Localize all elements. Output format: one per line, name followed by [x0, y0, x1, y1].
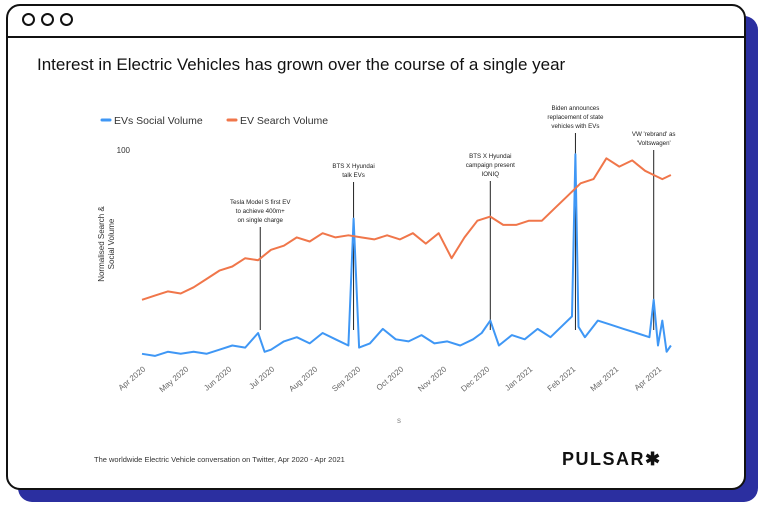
- series-line: [141, 157, 672, 301]
- x-tick-label: Feb 2021: [546, 364, 578, 393]
- x-tick-label: Jul 2020: [247, 364, 276, 391]
- window-control-icon[interactable]: [22, 13, 35, 26]
- x-tick-label: Nov 2020: [416, 364, 448, 393]
- annotation-label: to achieve 400m+: [236, 208, 285, 215]
- page-title: Interest in Electric Vehicles has grown …: [37, 55, 566, 74]
- window-control-icon[interactable]: [60, 13, 73, 26]
- title-bar: [8, 6, 744, 38]
- annotation-label: 'Voltswagen': [637, 140, 671, 147]
- annotation-label: Tesla Model S first EV: [230, 199, 291, 206]
- x-tick-label: Apr 2021: [633, 364, 664, 392]
- x-tick-label: Jan 2021: [503, 364, 534, 392]
- x-tick-label: Dec 2020: [459, 364, 491, 393]
- chart-footnote: The worldwide Electric Vehicle conversat…: [94, 455, 345, 464]
- x-tick-label: Jun 2020: [202, 364, 233, 392]
- window-control-icon[interactable]: [41, 13, 54, 26]
- legend-label: EV Search Volume: [240, 115, 328, 127]
- annotation-label: IONIQ: [482, 171, 500, 178]
- annotation-label: replacement of state: [547, 114, 604, 121]
- legend-label: EVs Social Volume: [114, 115, 203, 127]
- x-axis-title: s: [397, 416, 401, 425]
- y-axis-title: Normalised Search &Social Volume: [97, 206, 116, 282]
- annotation-label: on single charge: [238, 217, 284, 224]
- x-tick-label: Aug 2020: [287, 364, 319, 393]
- series-line: [141, 153, 672, 357]
- annotation-label: VW 'rebrand' as: [632, 131, 676, 138]
- y-tick-label: 100: [117, 146, 131, 155]
- browser-window: [6, 4, 746, 490]
- x-tick-label: May 2020: [158, 364, 191, 394]
- x-tick-label: Apr 2020: [117, 364, 148, 392]
- annotation-label: talk EVs: [342, 172, 365, 179]
- annotation-label: BTS X Hyundai: [332, 163, 374, 170]
- annotation-label: vehicles with EVs: [551, 123, 599, 130]
- x-tick-label: Sep 2020: [330, 364, 362, 393]
- brand-logo: PULSAR✱: [562, 449, 662, 469]
- x-tick-label: Mar 2021: [589, 364, 621, 393]
- annotation-label: Biden announces: [552, 105, 600, 112]
- x-tick-label: Oct 2020: [375, 364, 406, 392]
- annotation-label: campaign present: [466, 162, 515, 169]
- annotation-label: BTS X Hyundai: [469, 153, 511, 160]
